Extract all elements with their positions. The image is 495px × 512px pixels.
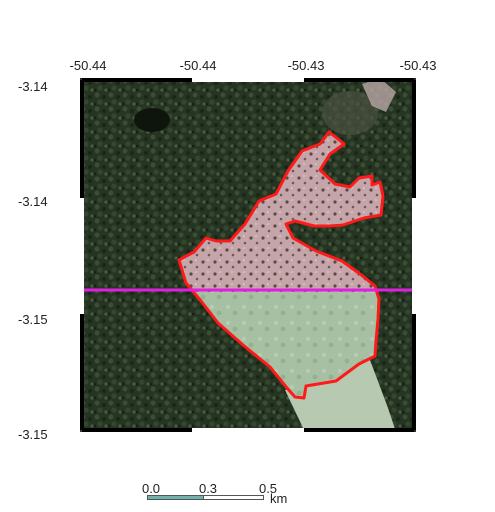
scale-segment-empty — [204, 495, 264, 500]
y-tick-label-4: -3.15 — [18, 427, 48, 442]
deforested-area — [179, 132, 383, 398]
scale-label-0: 0.0 — [141, 481, 161, 496]
dark-forest-patch — [134, 108, 170, 132]
y-tick-label-1: -3.14 — [18, 79, 48, 94]
clearing-northeast — [362, 78, 396, 112]
satellite-map[interactable] — [80, 78, 416, 432]
scale-label-2: 0.5 — [258, 481, 278, 496]
clearing-south — [285, 360, 396, 432]
map-frame-border — [80, 78, 416, 432]
x-tick-label-4: -50.43 — [399, 58, 437, 73]
scale-label-1: 0.3 — [198, 481, 218, 496]
forest-gap-northeast — [322, 91, 378, 135]
y-tick-label-2: -3.14 — [18, 194, 48, 209]
x-tick-label-2: -50.44 — [179, 58, 217, 73]
x-tick-label-3: -50.43 — [287, 58, 325, 73]
scale-segment-filled — [147, 495, 204, 500]
clearing-boundary[interactable] — [177, 130, 385, 400]
map-frame-gaps — [80, 78, 416, 432]
scale-unit: km — [270, 491, 288, 506]
scale-bar: 0.0 0.3 0.5 km — [140, 480, 300, 510]
satellite-map-canvas[interactable] — [80, 78, 416, 432]
x-tick-label-1: -50.44 — [69, 58, 107, 73]
y-tick-label-3: -3.15 — [18, 312, 48, 327]
